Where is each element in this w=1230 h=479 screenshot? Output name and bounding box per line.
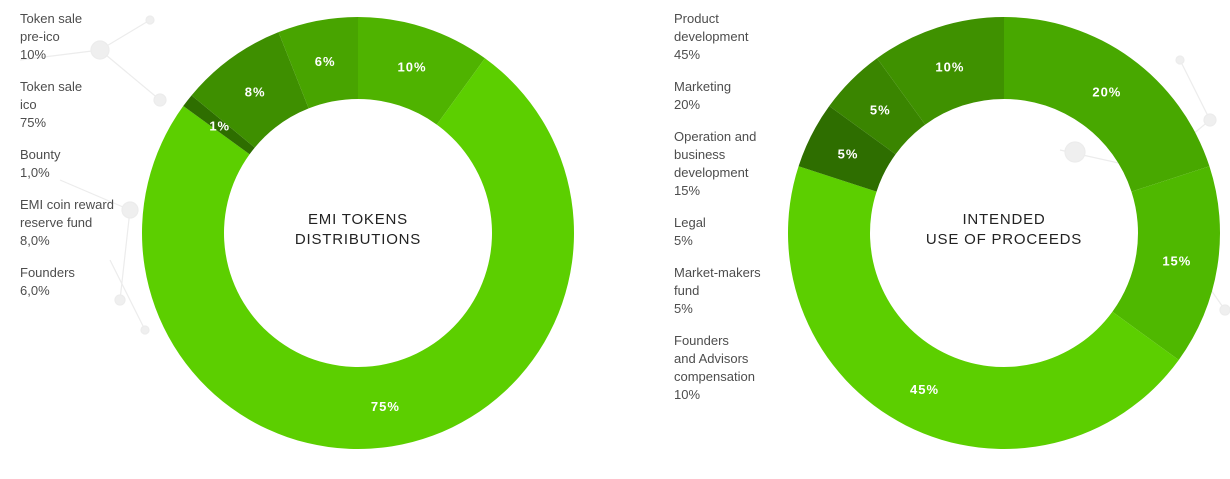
proceeds-donut-svg: 20% 15% 45% 5% 5% 10% INTENDED USE OF PROCEEDS <box>788 17 1220 450</box>
proceeds-slice <box>1112 166 1220 360</box>
legend-value: 45% <box>674 47 701 62</box>
legend-label: fund <box>674 283 700 298</box>
legend-label: EMI coin reward <box>20 197 114 212</box>
legend-value: 15% <box>674 183 701 198</box>
token-distribution-slice <box>141 58 574 450</box>
legend-label: Token sale <box>20 11 83 26</box>
legend-value: 5% <box>674 301 693 316</box>
legend-value: 8,0% <box>20 233 50 248</box>
token-distribution-slice <box>183 95 255 155</box>
legend-label: development <box>674 29 749 44</box>
token-distribution-center-title: EMI TOKENS <box>308 211 408 228</box>
token-distribution-legend: Token sale pre-ico 10% Token sale ico 75% Boun… <box>20 10 114 314</box>
legend-label: ico <box>20 97 37 112</box>
proceeds-legend-item: Marketing 20% <box>674 78 761 114</box>
legend-label: business <box>674 147 726 162</box>
legend-value: 20% <box>674 97 701 112</box>
proceeds-slice <box>798 106 896 192</box>
token-distribution-slice <box>358 17 485 125</box>
legend-label: development <box>674 165 749 180</box>
legend-value: 10% <box>20 47 47 62</box>
proceeds-legend-item: Product development 45% <box>674 10 761 64</box>
legend-label: Market-makers <box>674 265 761 280</box>
proceeds-slice-label: 20% <box>1092 84 1121 99</box>
proceeds-slice <box>829 58 926 155</box>
token-distribution-slice-label: 8% <box>245 84 266 99</box>
legend-label: Operation and <box>674 129 757 144</box>
proceeds-center-title: USE OF PROCEEDS <box>926 231 1082 248</box>
proceeds-slice <box>788 166 1179 450</box>
legend-label: Bounty <box>20 147 61 162</box>
legend-label: Token sale <box>20 79 83 94</box>
token-distribution-slice-label: 1% <box>209 119 230 134</box>
token-distribution-slice-label: 10% <box>398 60 427 75</box>
token-distribution-slice-label: 75% <box>371 399 400 414</box>
legend-value: 6,0% <box>20 283 50 298</box>
proceeds-slice-label: 45% <box>910 382 939 397</box>
proceeds-slice-label: 10% <box>935 60 964 75</box>
proceeds-legend-item: Operation and business development 15% <box>674 128 761 200</box>
token-distribution-center-title: DISTRIBUTIONS <box>295 231 421 248</box>
legend-label: and Advisors <box>674 351 749 366</box>
token-distribution-slice <box>191 32 309 148</box>
proceeds-slice <box>877 17 1004 125</box>
proceeds-legend: Product development 45% Marketing 20% Operati… <box>674 10 761 418</box>
token-distribution-donut-chart: 10% 75% 1% 8% 6% EMI TOKENS DISTRIBUTIONS <box>140 15 576 451</box>
legend-value: 1,0% <box>20 165 50 180</box>
token-distribution-donut-svg: 10% 75% 1% 8% 6% EMI TOKENS DISTRIBUTIONS <box>141 17 574 450</box>
token-distribution-slice-label: 6% <box>315 54 336 69</box>
proceeds-center-title: INTENDED <box>962 211 1045 228</box>
proceeds-slice-label: 15% <box>1162 253 1191 268</box>
legend-label: Product <box>674 11 719 26</box>
legend-label: Founders <box>20 265 75 280</box>
token-distribution-legend-item: EMI coin reward reserve fund 8,0% <box>20 196 114 250</box>
legend-label: Marketing <box>674 79 732 94</box>
token-distribution-legend-item: Bounty 1,0% <box>20 146 114 182</box>
legend-label: pre-ico <box>20 29 60 44</box>
proceeds-legend-item: Market-makers fund 5% <box>674 264 761 318</box>
proceeds-legend-item: Legal 5% <box>674 214 761 250</box>
legend-label: compensation <box>674 369 755 384</box>
token-distribution-legend-item: Founders 6,0% <box>20 264 114 300</box>
legend-value: 75% <box>20 115 47 130</box>
token-distribution-legend-item: Token sale pre-ico 10% <box>20 10 114 64</box>
token-distribution-slice <box>278 17 358 109</box>
legend-label: Founders <box>674 333 729 348</box>
legend-value: 10% <box>674 387 701 402</box>
proceeds-slice-label: 5% <box>838 147 859 162</box>
legend-label: reserve fund <box>20 215 93 230</box>
proceeds-slice-label: 5% <box>870 102 891 117</box>
proceeds-donut-chart: 20% 15% 45% 5% 5% 10% INTENDED USE OF PROCEEDS <box>786 15 1222 451</box>
token-distribution-legend-item: Token sale ico 75% <box>20 78 114 132</box>
legend-label: Legal <box>674 215 706 230</box>
legend-value: 5% <box>674 233 693 248</box>
proceeds-slice <box>1004 17 1210 192</box>
proceeds-legend-item: Founders and Advisors compensation 10% <box>674 332 761 404</box>
